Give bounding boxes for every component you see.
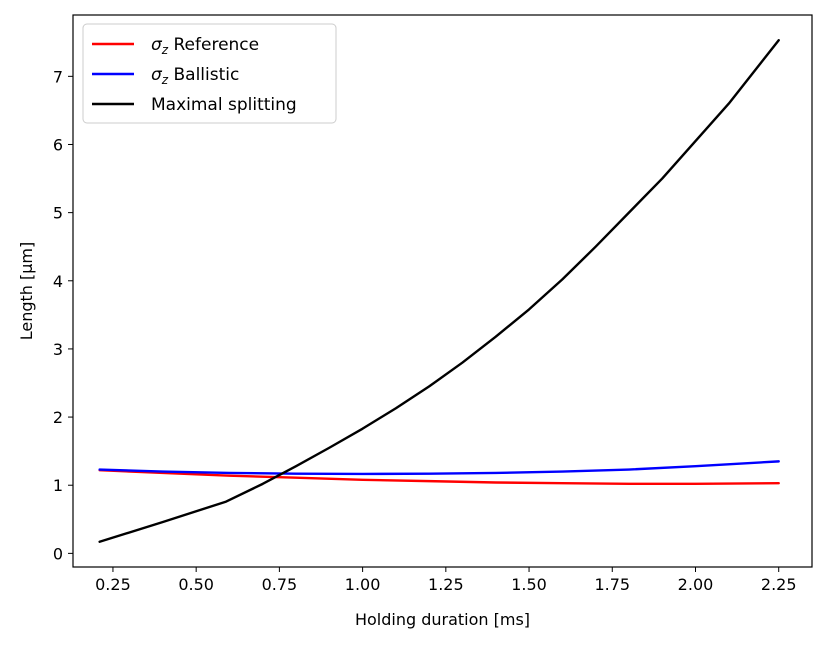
x-tick-label: 0.75 [262, 575, 298, 594]
y-tick-label: 6 [53, 135, 63, 154]
legend-box [82, 23, 337, 124]
x-tick-label: 1.25 [428, 575, 464, 594]
y-tick-label: 7 [53, 67, 63, 86]
x-axis-label: Holding duration [ms] [355, 610, 530, 629]
y-tick-label: 5 [53, 204, 63, 223]
legend-label-1: σz Reference [151, 35, 259, 57]
y-axis-ticks: 0 1 2 3 4 5 6 7 [53, 67, 73, 563]
y-axis-label: Length [μm] [17, 242, 36, 341]
legend-label-2: σz Ballistic [151, 65, 239, 87]
y-tick-label: 0 [53, 544, 63, 563]
series-layer [98, 39, 780, 543]
x-tick-label: 0.25 [95, 575, 131, 594]
y-tick-label: 1 [53, 476, 63, 495]
x-tick-label: 2.00 [678, 575, 714, 594]
series-line-1 [98, 469, 780, 486]
legend: σz Reference σz Ballistic Maximal splittin… [82, 23, 337, 124]
y-tick-label: 4 [53, 272, 63, 291]
x-tick-label: 0.50 [178, 575, 214, 594]
series-line-2 [98, 460, 780, 476]
x-tick-label: 1.50 [511, 575, 547, 594]
x-tick-label: 1.75 [594, 575, 630, 594]
y-tick-label: 3 [53, 340, 63, 359]
plot-frame [72, 14, 813, 568]
series-line-3 [98, 39, 780, 543]
legend-label-3: Maximal splitting [151, 95, 297, 115]
x-axis-ticks: 0.25 0.50 0.75 1.00 1.25 1.50 1.75 2.00 2.25 [95, 567, 797, 594]
y-tick-label: 2 [53, 408, 63, 427]
x-tick-label: 1.00 [345, 575, 381, 594]
x-tick-label: 2.25 [761, 575, 797, 594]
